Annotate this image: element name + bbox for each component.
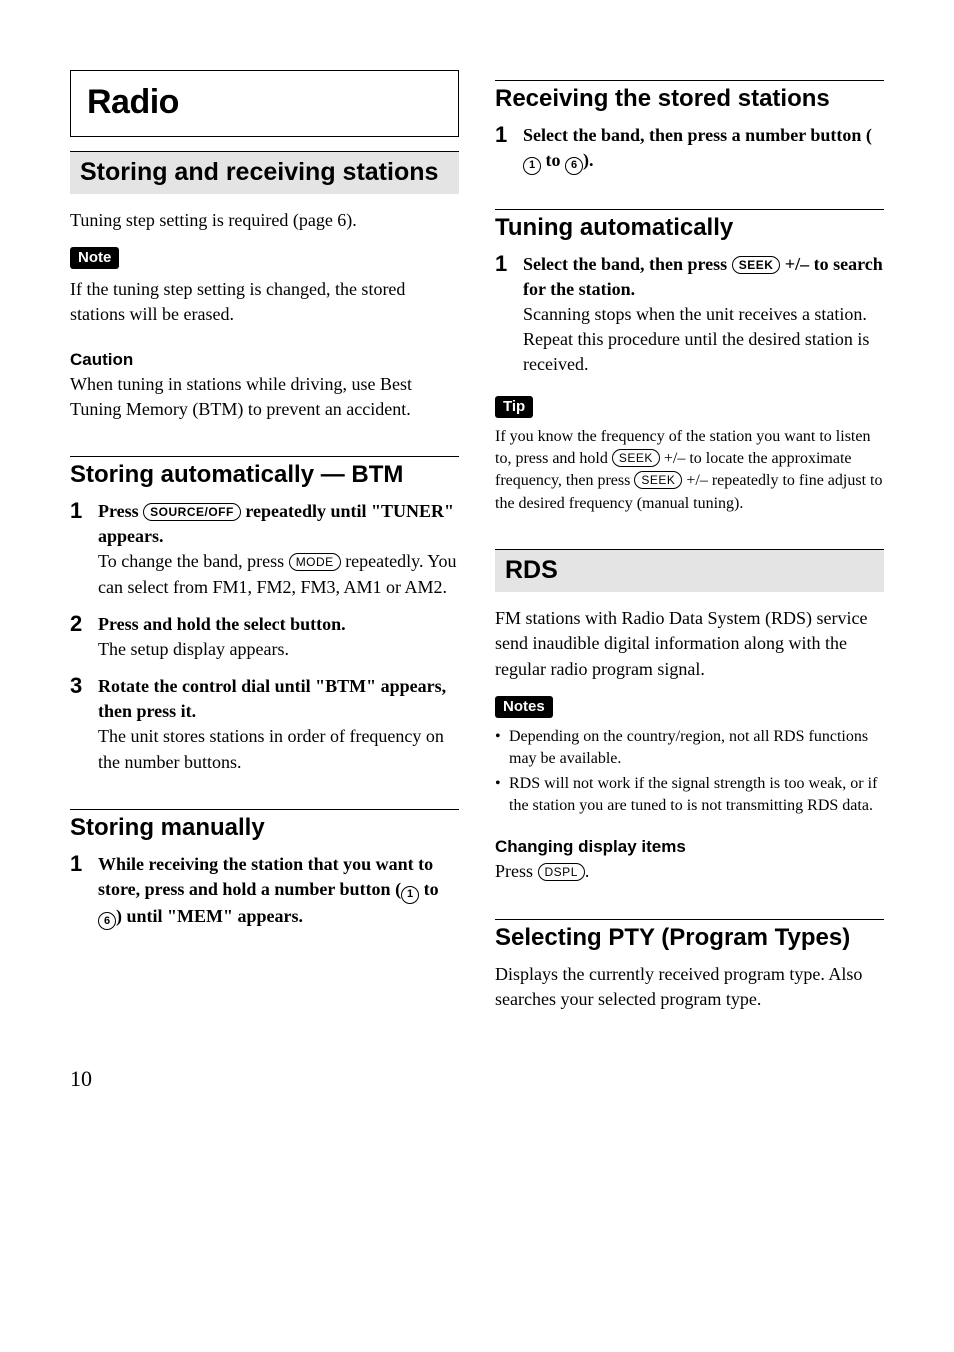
manual-step-1: 1 While receiving the station that you w… [70,852,459,930]
list-item: Depending on the country/region, not all… [495,726,884,771]
notes-badge: Notes [495,696,553,718]
step-body: Select the band, then press a number but… [523,123,884,175]
follow: The setup display appears. [98,639,289,659]
caution-title: Caution [70,350,459,370]
lead: While receiving the station that you wan… [98,854,439,926]
main-title: Radio [87,83,442,122]
section-store-receive: Storing and receiving stations [70,151,459,194]
step-body: Select the band, then press SEEK +/– to … [523,252,884,378]
intro-text: Tuning step setting is required (page 6)… [70,208,459,233]
follow: To change the band, press MODE repeatedl… [98,551,457,596]
step-number: 1 [495,252,513,276]
manual-header: Storing manually [70,809,459,842]
notes-list: Depending on the country/region, not all… [495,726,884,818]
pty-text: Displays the currently received program … [495,962,884,1012]
changing-display-title: Changing display items [495,837,884,857]
note-text: If the tuning step setting is changed, t… [70,277,459,327]
section-store-receive-title: Storing and receiving stations [80,157,449,187]
note-block: Note If the tuning step setting is chang… [70,247,459,327]
source-off-button-label: SOURCE/OFF [143,503,241,521]
btm-step-2: 2 Press and hold the select button. The … [70,612,459,662]
lead: Select the band, then press a number but… [523,125,872,170]
two-column-layout: Radio Storing and receiving stations Tun… [70,70,884,1026]
tip-text: If you know the frequency of the station… [495,426,884,516]
follow: Scanning stops when the unit receives a … [523,304,869,374]
seek-button-label: SEEK [634,471,682,489]
tip-block: Tip If you know the frequency of the sta… [495,396,884,516]
number-button-6-icon: 6 [98,912,116,930]
receive-step-1: 1 Select the band, then press a number b… [495,123,884,175]
btm-step-1: 1 Press SOURCE/OFF repeatedly until "TUN… [70,499,459,600]
step-body: Press SOURCE/OFF repeatedly until "TUNER… [98,499,459,600]
seek-button-label: SEEK [612,449,660,467]
tip-badge: Tip [495,396,533,418]
step-body: Press and hold the select button. The se… [98,612,459,662]
step-number: 1 [70,852,88,876]
lead: Rotate the control dial until "BTM" appe… [98,676,446,721]
step-number: 3 [70,674,88,698]
dspl-button-label: DSPL [538,863,585,881]
pty-header: Selecting PTY (Program Types) [495,919,884,952]
lead: Select the band, then press SEEK +/– to … [523,254,883,299]
tuning-step-1: 1 Select the band, then press SEEK +/– t… [495,252,884,378]
tuning-header: Tuning automatically [495,209,884,242]
rds-section: RDS [495,549,884,592]
lead: Press and hold the select button. [98,614,346,634]
btm-title: Storing automatically — BTM [70,461,459,489]
caution-block: Caution When tuning in stations while dr… [70,350,459,422]
receive-header: Receiving the stored stations [495,80,884,113]
caution-text: When tuning in stations while driving, u… [70,372,459,422]
step-number: 1 [70,499,88,523]
btm-step-3: 3 Rotate the control dial until "BTM" ap… [70,674,459,775]
follow: The unit stores stations in order of fre… [98,726,444,771]
mode-button-label: MODE [289,553,341,571]
note-badge: Note [70,247,119,269]
btm-header: Storing automatically — BTM [70,456,459,489]
radio-title-box: Radio [70,70,459,137]
seek-button-label: SEEK [732,256,781,274]
step-body: While receiving the station that you wan… [98,852,459,930]
lead: Press SOURCE/OFF repeatedly until "TUNER… [98,501,454,546]
changing-display-text: Press DSPL. [495,859,884,884]
number-button-1-icon: 1 [401,886,419,904]
notes-block: Notes Depending on the country/region, n… [495,696,884,818]
step-body: Rotate the control dial until "BTM" appe… [98,674,459,775]
number-button-1-icon: 1 [523,157,541,175]
rds-title: RDS [505,555,874,585]
right-column: Receiving the stored stations 1 Select t… [495,70,884,1026]
pty-title: Selecting PTY (Program Types) [495,924,884,952]
manual-title: Storing manually [70,814,459,842]
list-item: RDS will not work if the signal strength… [495,773,884,818]
left-column: Radio Storing and receiving stations Tun… [70,70,459,1026]
rds-intro: FM stations with Radio Data System (RDS)… [495,606,884,682]
step-number: 2 [70,612,88,636]
page-number: 10 [70,1066,884,1092]
tuning-title: Tuning automatically [495,214,884,242]
receive-title: Receiving the stored stations [495,85,884,113]
number-button-6-icon: 6 [565,157,583,175]
step-number: 1 [495,123,513,147]
